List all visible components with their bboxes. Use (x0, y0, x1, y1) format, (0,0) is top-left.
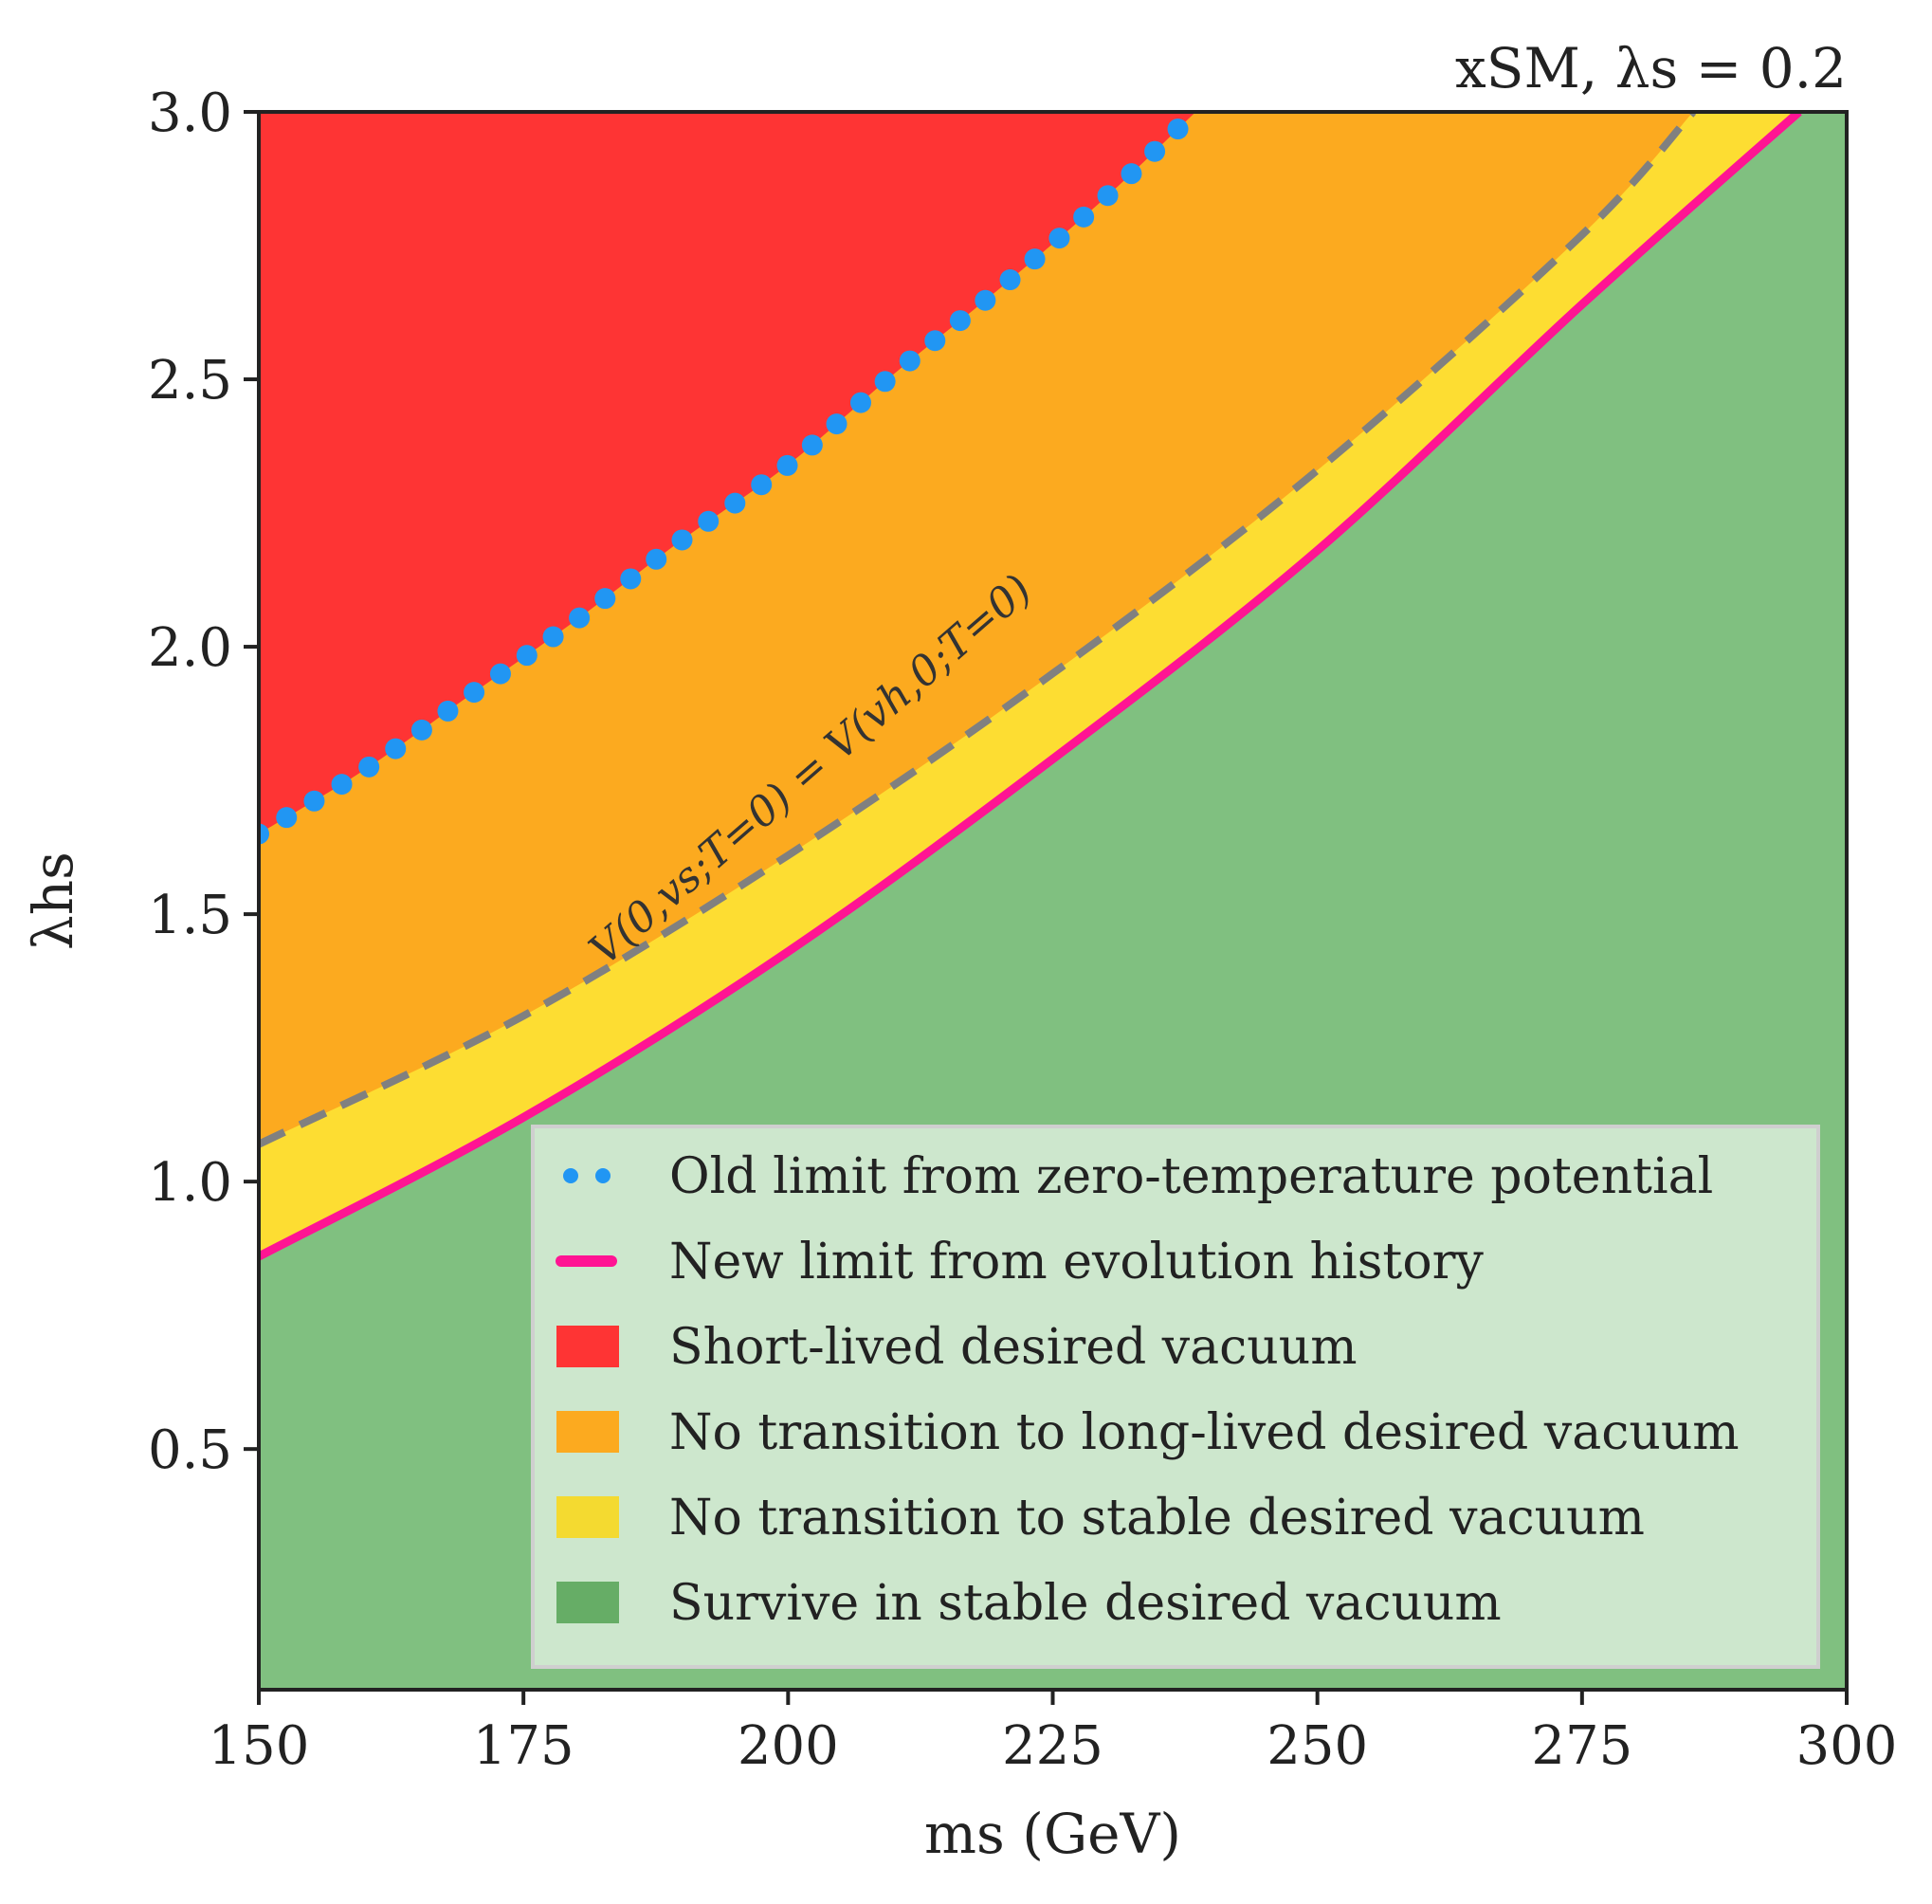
legend-item: New limit from evolution history (556, 1234, 1484, 1291)
old-limit-dot (724, 492, 746, 514)
old-limit-dot (464, 682, 485, 704)
old-limit-dot (569, 607, 591, 629)
old-limit-dot (874, 371, 896, 393)
old-limit-dot (899, 350, 920, 372)
x-tick-label: 200 (738, 1715, 839, 1777)
y-tick-label: 3.0 (148, 82, 232, 144)
old-limit-dot (671, 529, 693, 551)
old-limit-dot (924, 330, 946, 352)
old-limit-dot (1024, 248, 1046, 270)
old-limit-dot (1048, 228, 1070, 249)
legend-label: Old limit from zero-temperature potentia… (669, 1148, 1713, 1205)
legend-label: No transition to stable desired vacuum (669, 1490, 1645, 1547)
old-limit-dot (1167, 119, 1189, 140)
chart-title: xSM, λs = 0.2 (1455, 36, 1847, 101)
y-tick-label: 2.5 (148, 350, 232, 412)
legend-label: Short-lived desired vacuum (669, 1319, 1358, 1376)
legend-swatch (556, 1496, 619, 1538)
y-tick-label: 2.0 (148, 617, 232, 679)
y-axis-label: λhs (21, 851, 85, 950)
x-tick-label: 275 (1531, 1715, 1632, 1777)
old-limit-dot (1144, 140, 1166, 162)
legend-swatch (556, 1326, 619, 1367)
old-limit-dot (751, 474, 773, 496)
old-limit-dot (410, 719, 432, 741)
old-limit-dot (303, 790, 325, 812)
old-limit-dot (594, 588, 616, 610)
old-limit-dot (801, 434, 823, 456)
old-limit-dot (385, 738, 407, 760)
x-tick-label: 175 (473, 1715, 574, 1777)
old-limit-dot (776, 454, 798, 476)
legend-label: Survive in stable desired vacuum (669, 1575, 1502, 1632)
legend-item: No transition to stable desired vacuum (556, 1490, 1645, 1547)
y-tick-label: 1.5 (148, 885, 232, 946)
old-limit-dot (516, 645, 538, 667)
old-limit-dot (698, 510, 720, 532)
old-limit-dot (489, 663, 511, 685)
y-axis: 0.5 1.0 1.5 2.0 2.5 3.0 (148, 82, 259, 1481)
old-limit-dot (826, 413, 848, 435)
legend-item: No transition to long-lived desired vacu… (556, 1404, 1740, 1461)
y-tick-label: 0.5 (148, 1419, 232, 1481)
legend-box (531, 1125, 1820, 1669)
legend-swatch (556, 1582, 619, 1623)
old-limit-dot (949, 310, 971, 332)
new-limit-line (259, 112, 1802, 1261)
legend-swatch (563, 1168, 611, 1183)
legend-item: Old limit from zero-temperature potentia… (563, 1148, 1713, 1205)
old-limit-dot (331, 774, 353, 796)
legend-swatch (556, 1411, 619, 1453)
old-limit-dot (542, 626, 564, 648)
old-limit-dot (276, 807, 298, 829)
legend-item: Survive in stable desired vacuum (556, 1575, 1502, 1632)
x-tick-label: 225 (1002, 1715, 1103, 1777)
legend-item: Short-lived desired vacuum (556, 1319, 1358, 1376)
old-limit-dot (849, 392, 871, 413)
y-tick-label: 1.0 (148, 1152, 232, 1214)
old-limit-dot (975, 289, 996, 311)
zero-temp-degeneracy-line (259, 112, 1697, 1148)
old-limit-dot (646, 548, 667, 570)
old-limit-dot (1121, 163, 1142, 185)
x-axis: 150 175 200 225 250 275 300 (209, 1690, 1898, 1777)
x-tick-label: 250 (1267, 1715, 1368, 1777)
legend: Old limit from zero-temperature potentia… (531, 1125, 1820, 1669)
legend-label: New limit from evolution history (669, 1234, 1484, 1291)
region-short-lived (259, 112, 1196, 834)
legend-label: No transition to long-lived desired vacu… (669, 1404, 1740, 1461)
old-limit-dot (437, 700, 459, 722)
old-limit-dot (259, 823, 269, 845)
old-limit-dot (999, 269, 1021, 291)
old-limit-dot (1073, 206, 1095, 228)
x-axis-label: ms (GeV) (924, 1802, 1181, 1866)
x-tick-label: 150 (209, 1715, 310, 1777)
old-limit-dots (259, 119, 1189, 845)
old-limit-dot (1097, 185, 1119, 207)
x-tick-label: 300 (1796, 1715, 1898, 1777)
old-limit-dot (620, 568, 642, 590)
old-limit-dot (358, 756, 380, 778)
